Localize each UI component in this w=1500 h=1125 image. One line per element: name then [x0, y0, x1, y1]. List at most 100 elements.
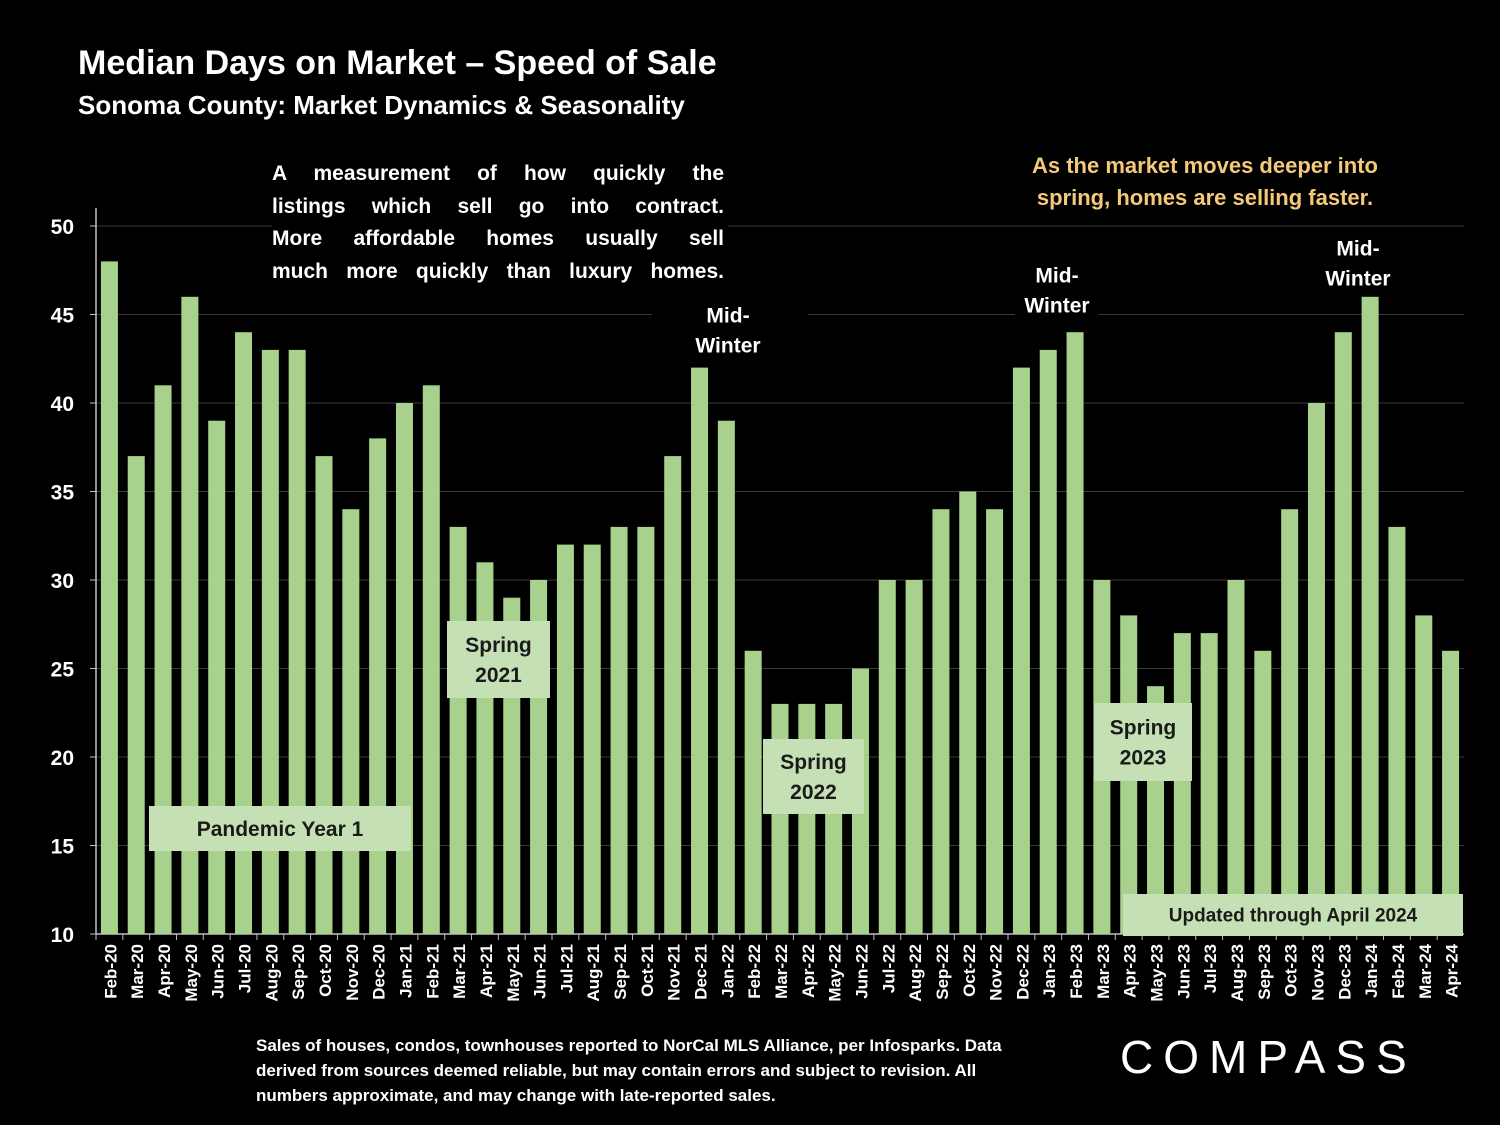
annotation-box — [763, 739, 864, 814]
x-tick-label: Nov-23 — [1308, 944, 1327, 1001]
x-tick-label: Jun-22 — [852, 944, 871, 999]
x-tick-label: May-22 — [826, 944, 845, 1002]
bar — [127, 456, 145, 934]
x-tick-label: Nov-22 — [987, 944, 1006, 1001]
annotation-box — [149, 806, 411, 851]
x-tick-label: Jan-21 — [396, 944, 415, 998]
compass-logo: COMPASS — [1120, 1031, 1417, 1083]
x-tick-label: Mar-22 — [772, 944, 791, 999]
description-text: A measurement of how quickly the listing… — [272, 158, 728, 296]
annotation-box — [1123, 894, 1463, 936]
footnote-line: derived from sources deemed reliable, bu… — [256, 1061, 977, 1080]
market-note-line: spring, homes are selling faster. — [1036, 185, 1374, 210]
x-tick-label: Mar-21 — [450, 944, 469, 999]
annotation-label: Mid- — [706, 304, 749, 327]
bar — [100, 261, 118, 934]
x-tick-label: May-23 — [1148, 944, 1167, 1002]
market-note-line: As the market moves deeper into — [1031, 153, 1378, 178]
y-tick-label: 40 — [51, 393, 74, 416]
x-tick-label: Jan-23 — [1040, 944, 1059, 998]
bar — [288, 349, 306, 934]
footnote-line: numbers approximate, and may change with… — [256, 1086, 776, 1105]
x-tick-label: Sep-20 — [289, 944, 308, 1000]
description-line: A measurement of how quickly the — [272, 162, 724, 185]
y-tick-label: 20 — [51, 747, 74, 770]
bar — [1254, 650, 1272, 934]
bar — [825, 703, 843, 934]
bar — [664, 456, 682, 934]
bar — [1334, 332, 1352, 934]
annotation-label: 2021 — [475, 664, 522, 687]
bar — [1307, 403, 1325, 934]
bar — [1281, 509, 1299, 934]
x-tick-label: Jul-23 — [1201, 944, 1220, 993]
x-tick-label: Sep-21 — [611, 944, 630, 1000]
x-tick-label: Aug-21 — [584, 944, 603, 1002]
x-tick-label: Oct-22 — [960, 944, 979, 997]
bar — [315, 456, 333, 934]
description-line: listings which sell go into contract. — [272, 194, 724, 218]
annotation-label: 2022 — [790, 781, 837, 804]
y-tick-label: 45 — [51, 305, 75, 328]
bar — [1039, 349, 1057, 934]
x-tick-label: Nov-21 — [665, 944, 684, 1001]
bar — [798, 703, 816, 934]
x-tick-label: Oct-20 — [316, 944, 335, 997]
annotation-label: Mid- — [1336, 237, 1379, 260]
bar — [342, 509, 360, 934]
annotation-label: Winter — [695, 334, 760, 357]
x-tick-label: Apr-22 — [799, 944, 818, 998]
bar — [235, 332, 253, 934]
x-tick-label: Dec-22 — [1013, 944, 1032, 1000]
bar — [932, 509, 950, 934]
x-tick-label: Dec-21 — [692, 944, 711, 1000]
x-tick-label: Aug-23 — [1228, 944, 1247, 1002]
x-tick-label: Apr-24 — [1443, 943, 1462, 997]
annotation-label: Winter — [1024, 294, 1089, 317]
bar — [1066, 332, 1084, 934]
annotation-label: Spring — [1110, 716, 1177, 739]
x-tick-label: May-21 — [504, 944, 523, 1002]
x-tick-label: Apr-21 — [477, 944, 496, 998]
bar — [1200, 633, 1218, 934]
bar — [878, 580, 896, 934]
bar — [717, 420, 735, 934]
x-tick-label: Jul-20 — [236, 944, 255, 993]
bar — [476, 562, 494, 934]
annotation-box — [447, 621, 550, 698]
x-tick-label: Mar-20 — [128, 944, 147, 999]
x-tick-label: Mar-24 — [1416, 943, 1435, 998]
x-tick-label: Feb-21 — [423, 944, 442, 999]
x-tick-label: Jul-21 — [557, 944, 576, 993]
x-tick-label: Dec-23 — [1335, 944, 1354, 1000]
annotation-backdrop — [652, 300, 808, 360]
y-tick-label: 50 — [51, 216, 74, 239]
x-tick-label: Mar-23 — [1094, 944, 1113, 999]
footnote-line: Sales of houses, condos, townhouses repo… — [256, 1036, 1002, 1055]
bar — [1442, 650, 1460, 934]
bar — [637, 526, 655, 934]
bar — [1012, 367, 1030, 935]
x-tick-label: Jan-24 — [1362, 943, 1381, 997]
x-tick-label: Feb-24 — [1389, 943, 1408, 998]
x-tick-label: Oct-23 — [1282, 944, 1301, 997]
bar — [208, 420, 226, 934]
x-tick-label: Dec-20 — [370, 944, 389, 1000]
bar — [369, 438, 387, 934]
chart-subtitle: Sonoma County: Market Dynamics & Seasona… — [78, 90, 685, 120]
annotation-backdrop — [1015, 259, 1099, 321]
x-tick-label: Jul-22 — [879, 944, 898, 993]
bar — [905, 580, 923, 934]
x-tick-label: Jun-23 — [1174, 944, 1193, 999]
x-tick-label: Jun-20 — [209, 944, 228, 999]
y-tick-label: 25 — [51, 659, 75, 682]
bar — [1361, 296, 1379, 934]
bar — [422, 385, 440, 934]
description-line: much more quickly than luxury homes. — [272, 259, 724, 283]
bar — [1388, 526, 1406, 934]
annotation-label: Updated through April 2024 — [1169, 906, 1418, 927]
annotation-label: Mid- — [1035, 264, 1078, 287]
annotation-label: Winter — [1325, 267, 1390, 290]
bar — [583, 544, 601, 934]
